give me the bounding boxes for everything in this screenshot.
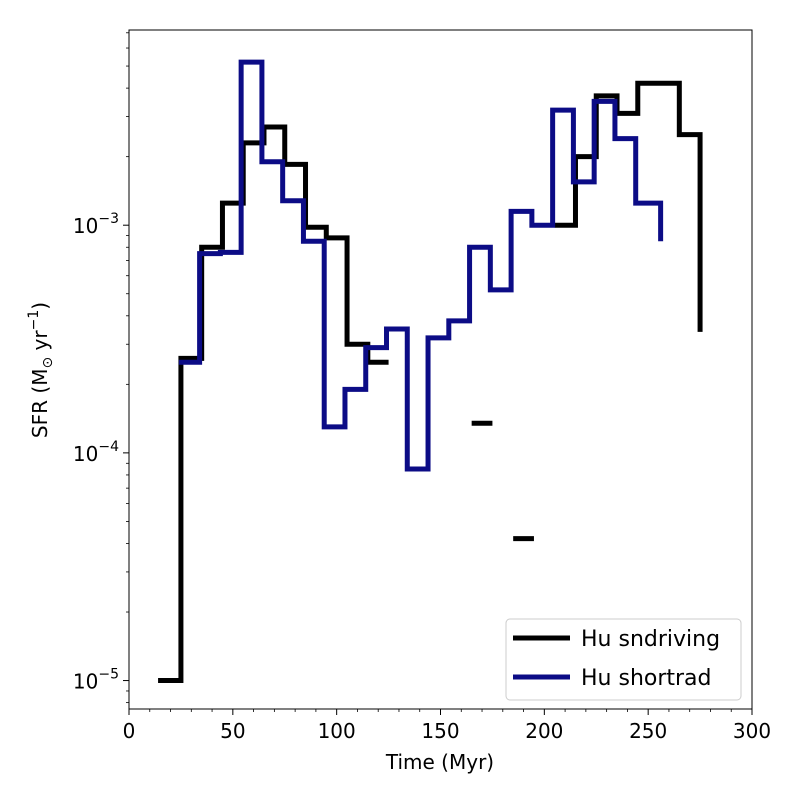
x-tick-label: 0 [123, 719, 136, 743]
series-line-hu-sndriving [554, 80, 703, 332]
legend-label-hu-shortrad: Hu shortrad [581, 666, 712, 691]
legend-label-hu-sndriving: Hu sndriving [581, 627, 720, 652]
series-line-hu-shortrad [178, 59, 664, 472]
x-axis: 0 50 100 150 200 250 300 [123, 709, 771, 743]
y-tick-label: 10−3 [73, 211, 119, 238]
x-tick-label: 150 [421, 719, 459, 743]
legend: Hu sndriving Hu shortrad [505, 618, 742, 701]
x-tick-label: 100 [318, 719, 356, 743]
series-layer [158, 59, 703, 684]
x-axis-label: Time (Myr) [385, 750, 494, 774]
y-tick-label: 10−5 [73, 667, 119, 694]
x-tick-label: 300 [733, 719, 771, 743]
y-axis: 10−5 10−4 10−3 [73, 32, 129, 704]
x-tick-label: 50 [220, 719, 245, 743]
y-axis-label: SFR (M⊙ yr−1) [26, 302, 56, 438]
y-tick-label: 10−4 [73, 439, 119, 466]
x-tick-label: 250 [629, 719, 667, 743]
x-tick-label: 200 [525, 719, 563, 743]
